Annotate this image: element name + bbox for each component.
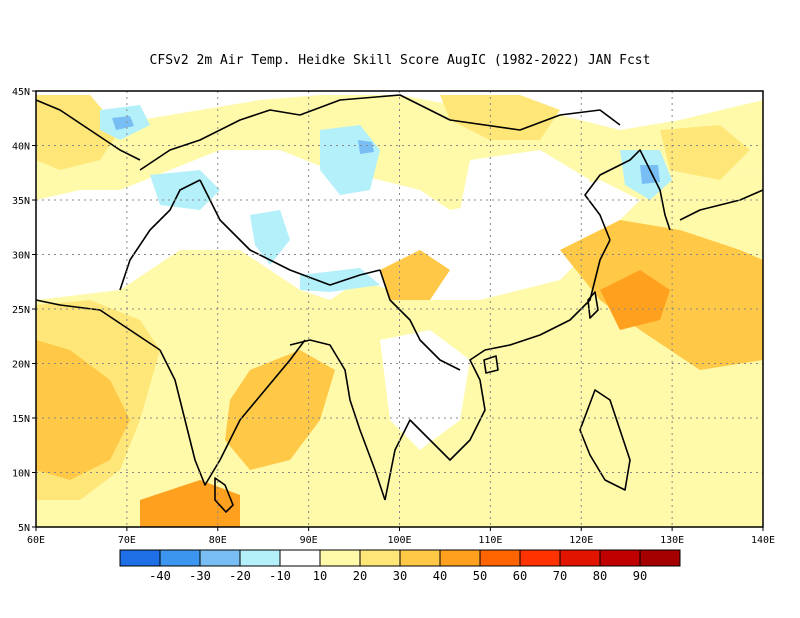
map-area: [35, 90, 764, 528]
tick-label-lon: 70E: [118, 535, 136, 546]
shade-strong-positive-bengal: [225, 350, 335, 470]
shade-weak-negative-afghan: [150, 170, 220, 210]
colorbar-label: 20: [353, 569, 367, 583]
colorbar-label: 90: [633, 569, 647, 583]
shade-strong-positive-arabian: [36, 340, 130, 480]
colorbar-label: 40: [433, 569, 447, 583]
tick-label-lon: 80E: [209, 535, 227, 546]
tick-label-lat: 5N: [18, 523, 30, 534]
shade-very-strong-positive-taiwan: [600, 270, 670, 330]
axes: 60E 70E 80E 90E 100E 110E 120E 130E 140E 5N 10N 15N…: [12, 87, 775, 546]
tick-label-lat: 20N: [12, 360, 30, 371]
shade-zero-indochina: [380, 330, 470, 450]
shade-weak-negative-himalaya: [250, 210, 290, 265]
coastline-japan: [679, 189, 764, 221]
tick-label-lon: 110E: [478, 535, 502, 546]
colorbar-label: 70: [553, 569, 567, 583]
tick-label-lat: 25N: [12, 305, 30, 316]
shade-moderate-negative-iran: [112, 116, 134, 130]
tick-label-lat: 15N: [12, 414, 30, 425]
coastline-indochina: [384, 239, 611, 501]
tick-label-lon: 140E: [751, 535, 775, 546]
colorbar-swatch: [559, 549, 601, 567]
shade-moderate-positive-mideast: [36, 95, 120, 170]
shade-moderate-positive-tibet: [440, 95, 560, 140]
tick-label-lat: 45N: [12, 87, 30, 98]
colorbar-swatch: [399, 549, 441, 567]
map-title: CFSv2 2m Air Temp. Heidke Skill Score Au…: [150, 53, 651, 68]
tick-label-lat: 40N: [12, 142, 30, 153]
coastline-china-east: [584, 149, 671, 241]
gridlines: [36, 91, 763, 527]
shade-moderate-negative-tibet: [358, 140, 374, 154]
colorbar-label: -30: [189, 569, 211, 583]
colorbar-swatch: [239, 549, 281, 567]
coastline-philippines: [579, 389, 631, 491]
border-china-north: [299, 94, 621, 131]
coastline-hainan: [483, 355, 499, 374]
shade-zero-china: [460, 150, 590, 250]
tick-label-lon: 100E: [387, 535, 411, 546]
coastline-india: [159, 339, 306, 486]
tick-label-lon: 130E: [660, 535, 684, 546]
skill-shading: [36, 95, 763, 527]
border-pakistan: [119, 179, 201, 291]
border-himalaya: [199, 179, 381, 286]
tick-label-lat: 30N: [12, 251, 30, 262]
border-china-west: [139, 109, 301, 171]
colorbar: -40 -30 -20 -10 10 20 30 40 50 60 70 80 90: [119, 549, 681, 583]
colorbar-swatch: [439, 549, 481, 567]
colorbar-swatch: [359, 549, 401, 567]
shade-weak-negative-bhutan: [300, 268, 380, 292]
tick-label-lat: 10N: [12, 469, 30, 480]
coastline-taiwan: [587, 291, 599, 319]
colorbar-label: -20: [229, 569, 251, 583]
coastlines: [35, 94, 764, 513]
colorbar-label: 60: [513, 569, 527, 583]
colorbar-swatch: [119, 549, 161, 567]
colorbar-swatch: [479, 549, 521, 567]
coastline-bengal: [289, 339, 386, 501]
colorbar-swatch: [599, 549, 641, 567]
colorbar-swatch: [319, 549, 361, 567]
colorbar-label: 80: [593, 569, 607, 583]
shade-moderate-positive-korea: [660, 125, 750, 180]
colorbar-label: -40: [149, 569, 171, 583]
colorbar-swatch: [639, 549, 681, 567]
tick-label-lon: 90E: [300, 535, 318, 546]
coastline-srilanka: [214, 477, 234, 513]
colorbar-label: 10: [313, 569, 327, 583]
border-mideast: [35, 99, 141, 161]
tick-label-lon: 60E: [27, 535, 45, 546]
colorbar-label: 50: [473, 569, 487, 583]
colorbar-label: -10: [269, 569, 291, 583]
shade-moderate-negative-korea: [640, 165, 660, 184]
coastline-arabia: [35, 299, 161, 351]
colorbar-swatch: [159, 549, 201, 567]
border-indochina: [379, 269, 461, 371]
colorbar-swatch: [519, 549, 561, 567]
shade-strong-positive-indochina: [380, 250, 450, 300]
colorbar-swatch: [279, 549, 321, 567]
tick-label-lat: 35N: [12, 196, 30, 207]
colorbar-swatch: [199, 549, 241, 567]
colorbar-label: 30: [393, 569, 407, 583]
tick-label-lon: 120E: [569, 535, 593, 546]
